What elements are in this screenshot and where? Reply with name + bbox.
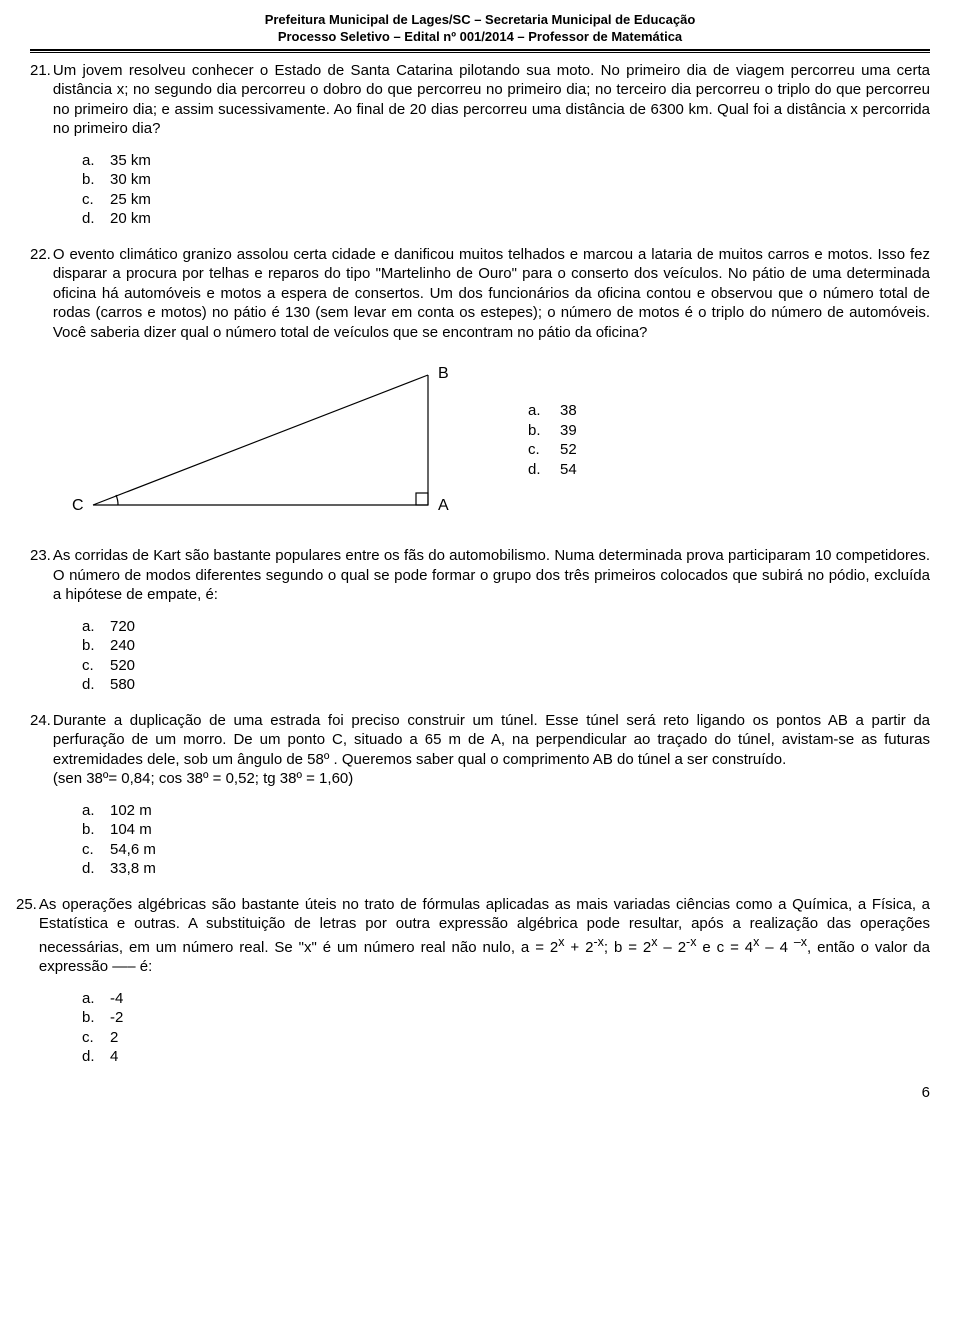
question-number: 21. [30, 61, 51, 139]
option-text: 580 [110, 675, 135, 695]
option-text: 54,6 m [110, 840, 156, 860]
options-list: a. 38 b. 39 c. 52 d. 54 [528, 401, 577, 479]
option-text: 52 [560, 440, 577, 460]
option-letter: a. [82, 801, 100, 821]
option-text: -2 [110, 1008, 123, 1028]
option-text: -4 [110, 989, 123, 1009]
option-letter: d. [82, 1047, 100, 1067]
option-c: c. 25 km [82, 190, 930, 210]
option-d: d. 54 [528, 460, 577, 480]
header-line-1: Prefeitura Municipal de Lages/SC – Secre… [30, 12, 930, 29]
option-letter: d. [82, 209, 100, 229]
option-text: 54 [560, 460, 577, 480]
option-d: d. 20 km [82, 209, 930, 229]
page-header: Prefeitura Municipal de Lages/SC – Secre… [30, 12, 930, 46]
question-22: 22. O evento climático granizo assolou c… [30, 245, 930, 521]
option-letter: d. [82, 859, 100, 879]
option-text: 35 km [110, 151, 151, 171]
vertex-a-label: A [438, 497, 449, 514]
option-text: 33,8 m [110, 859, 156, 879]
option-c: c. 54,6 m [82, 840, 930, 860]
option-letter: d. [528, 460, 546, 480]
option-b: b. 240 [82, 636, 930, 656]
question-number: 24. [30, 711, 51, 789]
option-letter: d. [82, 675, 100, 695]
question-24: 24. Durante a duplicação de uma estrada … [30, 711, 930, 879]
option-letter: c. [528, 440, 546, 460]
option-c: c. 52 [528, 440, 577, 460]
option-text: 4 [110, 1047, 118, 1067]
options-list: a. -4 b. -2 c. 2 d. 4 [82, 989, 930, 1067]
header-line-2: Processo Seletivo – Edital nº 001/2014 –… [30, 29, 930, 46]
option-letter: c. [82, 840, 100, 860]
question-21: 21. Um jovem resolveu conhecer o Estado … [30, 61, 930, 229]
option-d: d. 580 [82, 675, 930, 695]
option-letter: b. [82, 170, 100, 190]
option-b: b. 39 [528, 421, 577, 441]
question-text: O evento climático granizo assolou certa… [51, 245, 930, 343]
option-text: 102 m [110, 801, 152, 821]
question-23: 23. As corridas de Kart são bastante pop… [30, 546, 930, 695]
option-a: a. 720 [82, 617, 930, 637]
option-text: 39 [560, 421, 577, 441]
question-25: 25. As operações algébricas são bastante… [16, 895, 930, 1067]
option-d: d. 4 [82, 1047, 930, 1067]
vertex-c-label: C [72, 497, 84, 514]
page-number: 6 [30, 1083, 930, 1103]
question-text: As corridas de Kart são bastante popular… [51, 546, 930, 605]
option-b: b. 30 km [82, 170, 930, 190]
option-letter: a. [82, 989, 100, 1009]
option-text: 520 [110, 656, 135, 676]
question-number: 25. [16, 895, 37, 977]
option-a: a. 102 m [82, 801, 930, 821]
option-a: a. 38 [528, 401, 577, 421]
question-text: Um jovem resolveu conhecer o Estado de S… [51, 61, 930, 139]
option-b: b. 104 m [82, 820, 930, 840]
option-letter: b. [82, 820, 100, 840]
option-letter: c. [82, 656, 100, 676]
option-a: a. -4 [82, 989, 930, 1009]
option-text: 240 [110, 636, 135, 656]
option-c: c. 2 [82, 1028, 930, 1048]
option-text: 25 km [110, 190, 151, 210]
option-letter: c. [82, 190, 100, 210]
option-text: 720 [110, 617, 135, 637]
options-list: a. 35 km b. 30 km c. 25 km d. 20 km [82, 151, 930, 229]
option-letter: b. [82, 636, 100, 656]
option-text: 20 km [110, 209, 151, 229]
option-b: b. -2 [82, 1008, 930, 1028]
option-letter: c. [82, 1028, 100, 1048]
triangle-figure: C A B [58, 360, 468, 520]
option-d: d. 33,8 m [82, 859, 930, 879]
option-a: a. 35 km [82, 151, 930, 171]
question-text: As operações algébricas são bastante úte… [37, 895, 930, 977]
option-text: 104 m [110, 820, 152, 840]
options-list: a. 720 b. 240 c. 520 d. 580 [82, 617, 930, 695]
vertex-b-label: B [438, 365, 449, 382]
question-number: 23. [30, 546, 51, 605]
question-number: 22. [30, 245, 51, 343]
option-c: c. 520 [82, 656, 930, 676]
option-text: 30 km [110, 170, 151, 190]
option-letter: a. [82, 151, 100, 171]
options-list: a. 102 m b. 104 m c. 54,6 m d. 33,8 m [82, 801, 930, 879]
option-text: 38 [560, 401, 577, 421]
header-rule-thick [30, 49, 930, 51]
question-text: Durante a duplicação de uma estrada foi … [51, 711, 930, 789]
option-letter: a. [82, 617, 100, 637]
option-letter: b. [528, 421, 546, 441]
option-letter: a. [528, 401, 546, 421]
header-rule-thin [30, 52, 930, 53]
option-text: 2 [110, 1028, 118, 1048]
option-letter: b. [82, 1008, 100, 1028]
